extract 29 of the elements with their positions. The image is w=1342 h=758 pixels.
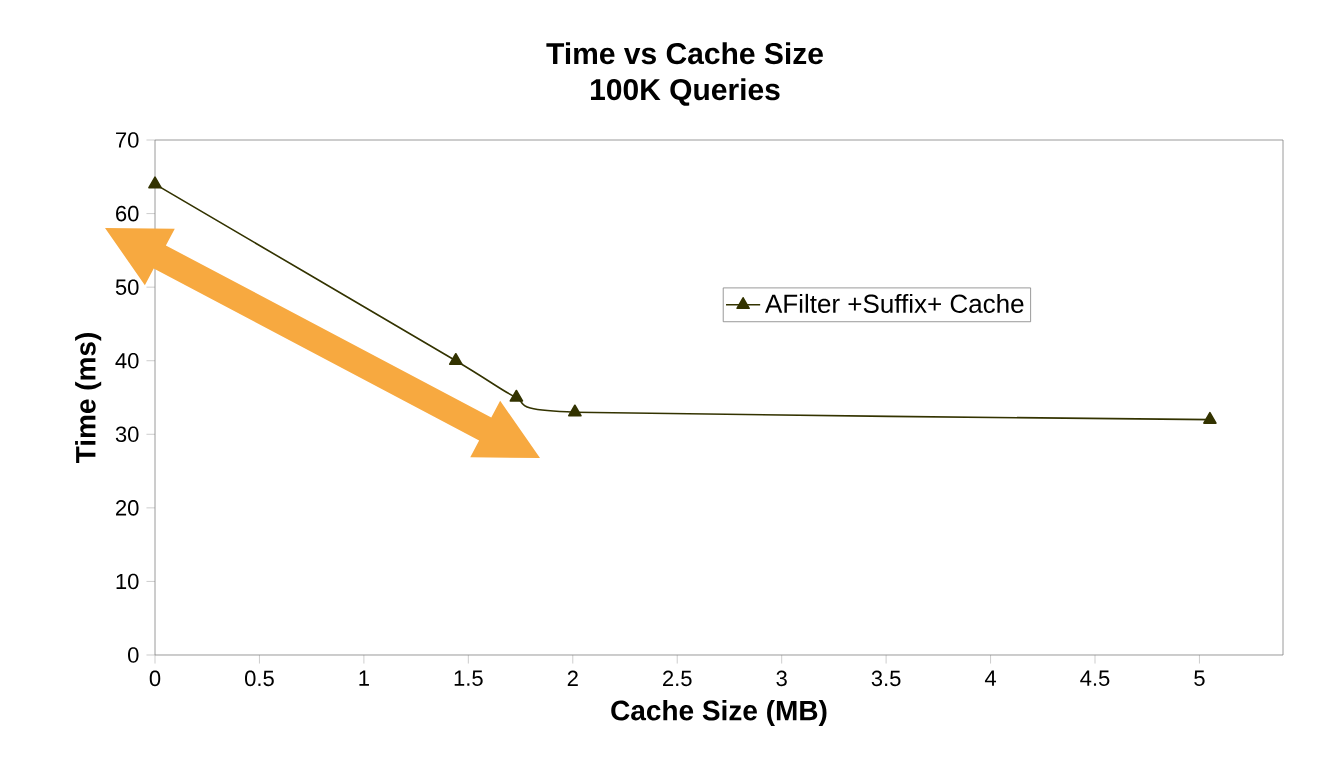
chart-title: Time vs Cache Size bbox=[546, 42, 823, 65]
x-axis-title: Cache Size (MB) bbox=[611, 699, 827, 726]
y-tick-label: 70 bbox=[116, 132, 139, 148]
y-tick-label: 30 bbox=[115, 426, 139, 443]
y-tick-label: 0 bbox=[128, 647, 139, 663]
y-tick-label: 40 bbox=[115, 352, 139, 369]
x-tick-label: 2.5 bbox=[663, 670, 692, 687]
y-tick-label: 10 bbox=[116, 573, 139, 590]
y-axis-title: Time (ms) bbox=[75, 333, 102, 464]
point bbox=[148, 176, 162, 189]
chart-subtitle: 100K Queries bbox=[591, 78, 780, 106]
x-tick-label: 1 bbox=[359, 670, 369, 686]
y-tick-label: 50 bbox=[115, 279, 139, 295]
y-tick-label: 60 bbox=[116, 205, 139, 222]
point bbox=[448, 352, 463, 366]
point bbox=[509, 389, 524, 402]
x-tick-label: 3 bbox=[776, 670, 787, 687]
x-tick-label: 0.5 bbox=[245, 670, 274, 687]
y-tick-label: 20 bbox=[116, 500, 139, 516]
x-tick-label: 2 bbox=[567, 670, 578, 686]
point bbox=[568, 404, 582, 417]
x-tick-label: 3.5 bbox=[871, 670, 901, 687]
point bbox=[1203, 411, 1217, 424]
legend-label: AFilter +Suffix+ Cache bbox=[765, 293, 1024, 313]
x-tick-label: 0 bbox=[149, 670, 161, 687]
x-tick-label: 4.5 bbox=[1080, 670, 1110, 686]
x-tick-label: 5 bbox=[1194, 670, 1205, 686]
x-tick-label: 4 bbox=[984, 670, 997, 686]
x-tick-label: 1.5 bbox=[454, 670, 483, 686]
